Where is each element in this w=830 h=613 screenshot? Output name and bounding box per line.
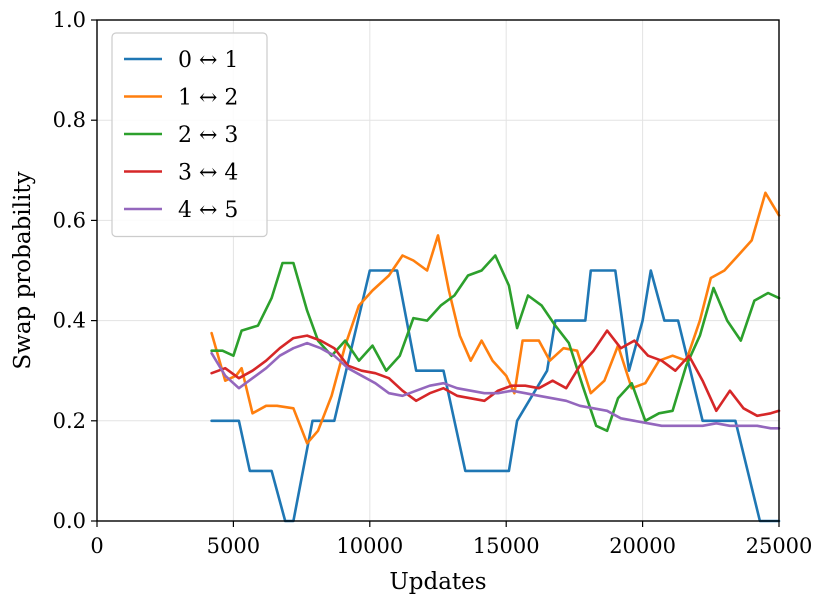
- series-line-2: [210, 254, 781, 433]
- x-tick-label-2: 10000: [336, 534, 403, 558]
- plot-frame: [96, 19, 780, 522]
- x-tick-label-1: 5000: [207, 534, 260, 558]
- x-tick-label-3: 15000: [473, 534, 540, 558]
- y-tick-label-5: 1.0: [53, 8, 86, 32]
- x-tick-label-0: 0: [90, 534, 103, 558]
- y-tick-label-3: 0.6: [53, 208, 86, 232]
- legend-label-1: 1 ↔ 2: [178, 86, 238, 111]
- series-line-4: [210, 341, 781, 430]
- series-line-0: [210, 269, 781, 523]
- series-lines: [210, 191, 781, 523]
- legend-label-4: 4 ↔ 5: [178, 198, 238, 223]
- axis-ticks: 0 5000 10000 15000 20000 25000 0.0 0.2 0.4 0.6 0.8…: [53, 8, 813, 558]
- y-tick-label-2: 0.4: [53, 309, 86, 333]
- y-tick-label-4: 0.8: [53, 108, 86, 132]
- legend-box: [111, 32, 268, 238]
- legend-label-0: 0 ↔ 1: [178, 48, 238, 73]
- legend-label-3: 3 ↔ 4: [178, 161, 238, 186]
- series-line-3: [210, 329, 781, 418]
- legend-label-2: 2 ↔ 3: [178, 123, 238, 148]
- x-tick-label-4: 20000: [609, 534, 676, 558]
- y-tick-label-0: 0.0: [53, 509, 86, 533]
- legend: 0 ↔ 1 1 ↔ 2 2 ↔ 3 3 ↔ 4 4 ↔ 5: [111, 32, 268, 238]
- x-tick-label-5: 25000: [746, 534, 813, 558]
- y-tick-label-1: 0.2: [53, 409, 86, 433]
- x-axis-label: Updates: [389, 569, 486, 595]
- series-line-1: [210, 191, 781, 445]
- y-axis-label: Swap probability: [10, 171, 36, 369]
